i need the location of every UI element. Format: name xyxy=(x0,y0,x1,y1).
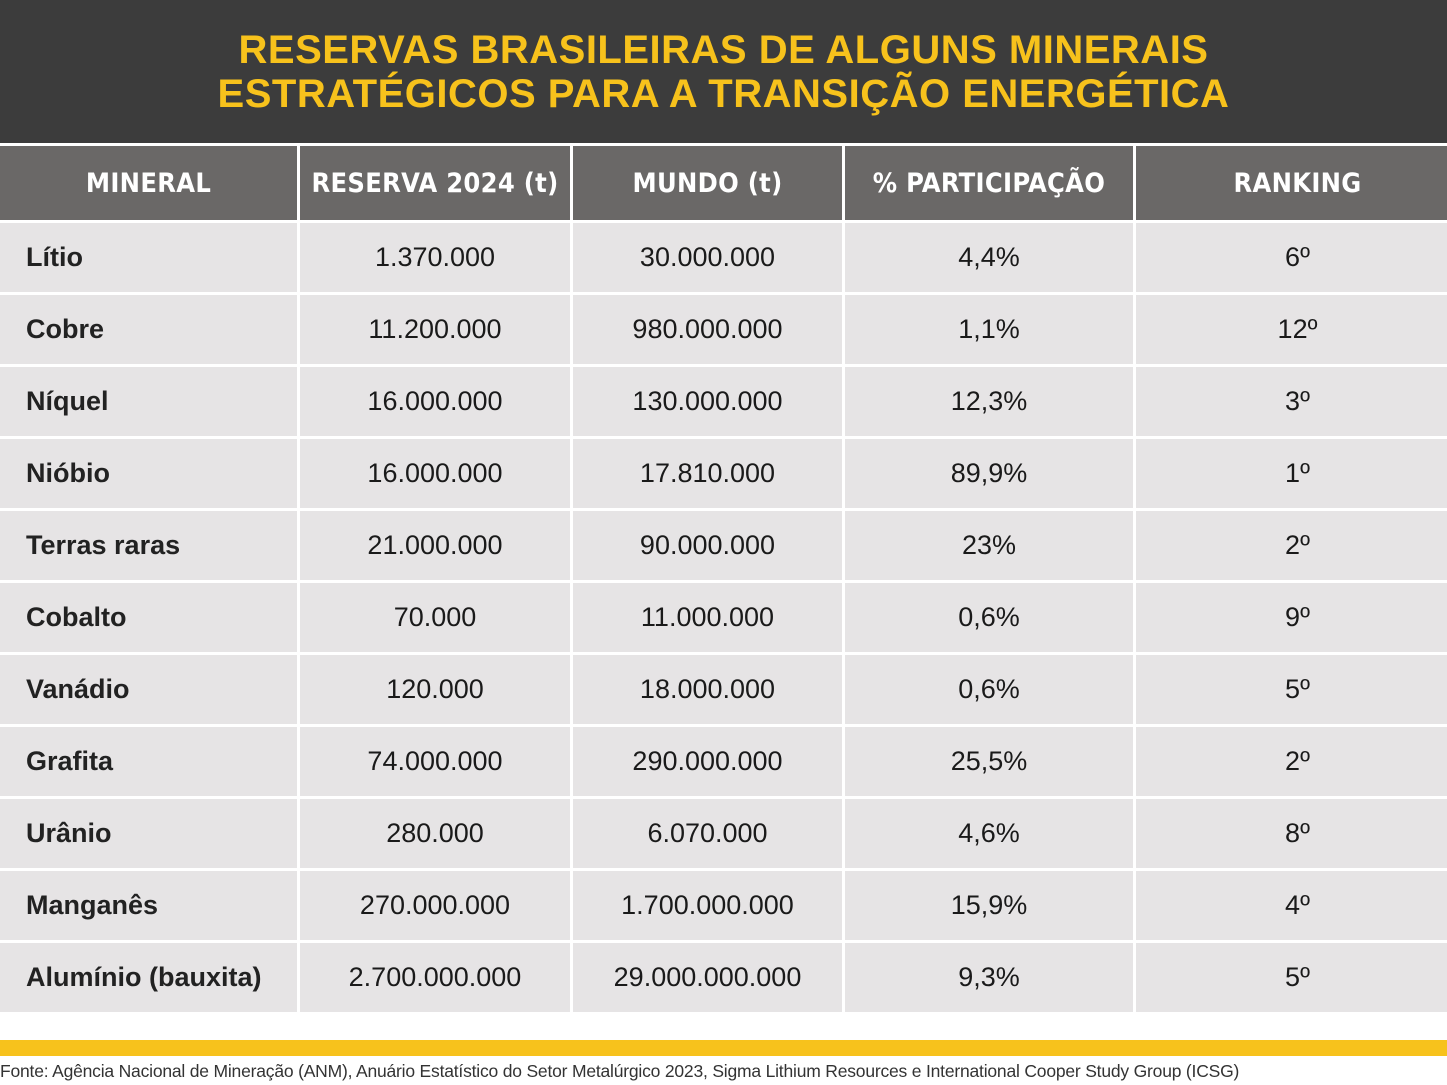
cell-reserva: 270.000.000 xyxy=(300,871,570,940)
cell-ranking: 6º xyxy=(1136,223,1447,292)
cell-mineral: Nióbio xyxy=(0,439,297,508)
table-row: Vanádio 120.000 18.000.000 0,6% 5º xyxy=(0,655,1447,724)
cell-ranking: 2º xyxy=(1136,511,1447,580)
title-line-1: RESERVAS BRASILEIRAS DE ALGUNS MINERAIS xyxy=(238,27,1209,72)
table-row: Cobalto 70.000 11.000.000 0,6% 9º xyxy=(0,583,1447,652)
cell-mineral: Lítio xyxy=(0,223,297,292)
cell-mineral: Urânio xyxy=(0,799,297,868)
cell-reserva: 16.000.000 xyxy=(300,439,570,508)
cell-ranking: 12º xyxy=(1136,295,1447,364)
cell-mundo: 18.000.000 xyxy=(573,655,842,724)
cell-mundo: 1.700.000.000 xyxy=(573,871,842,940)
cell-participacao: 23% xyxy=(845,511,1133,580)
column-header-ranking: RANKING xyxy=(1136,146,1447,220)
cell-mundo: 130.000.000 xyxy=(573,367,842,436)
table-row: Níquel 16.000.000 130.000.000 12,3% 3º xyxy=(0,367,1447,436)
cell-participacao: 25,5% xyxy=(845,727,1133,796)
cell-ranking: 4º xyxy=(1136,871,1447,940)
cell-reserva: 74.000.000 xyxy=(300,727,570,796)
cell-reserva: 11.200.000 xyxy=(300,295,570,364)
table-row: Manganês 270.000.000 1.700.000.000 15,9%… xyxy=(0,871,1447,940)
cell-reserva: 120.000 xyxy=(300,655,570,724)
cell-mineral: Cobre xyxy=(0,295,297,364)
cell-reserva: 2.700.000.000 xyxy=(300,943,570,1012)
table-header-row: MINERAL RESERVA 2024 (t) MUNDO (t) % PAR… xyxy=(0,146,1447,220)
column-header-participacao: % PARTICIPAÇÃO xyxy=(845,146,1133,220)
column-header-reserva: RESERVA 2024 (t) xyxy=(300,146,570,220)
cell-mundo: 30.000.000 xyxy=(573,223,842,292)
cell-mineral: Manganês xyxy=(0,871,297,940)
minerals-table: MINERAL RESERVA 2024 (t) MUNDO (t) % PAR… xyxy=(0,143,1447,1015)
cell-reserva: 1.370.000 xyxy=(300,223,570,292)
cell-ranking: 3º xyxy=(1136,367,1447,436)
cell-participacao: 4,6% xyxy=(845,799,1133,868)
cell-mundo: 29.000.000.000 xyxy=(573,943,842,1012)
source-note: Fonte: Agência Nacional de Mineração (AN… xyxy=(0,1061,1240,1081)
cell-mineral: Alumínio (bauxita) xyxy=(0,943,297,1012)
cell-reserva: 280.000 xyxy=(300,799,570,868)
cell-reserva: 21.000.000 xyxy=(300,511,570,580)
cell-mineral: Terras raras xyxy=(0,511,297,580)
cell-mineral: Vanádio xyxy=(0,655,297,724)
cell-mineral: Cobalto xyxy=(0,583,297,652)
table-row: Nióbio 16.000.000 17.810.000 89,9% 1º xyxy=(0,439,1447,508)
cell-reserva: 70.000 xyxy=(300,583,570,652)
cell-mundo: 11.000.000 xyxy=(573,583,842,652)
title-line-2: ESTRATÉGICOS PARA A TRANSIÇÃO ENERGÉTICA xyxy=(217,71,1230,116)
cell-ranking: 5º xyxy=(1136,943,1447,1012)
cell-ranking: 5º xyxy=(1136,655,1447,724)
column-header-mundo: MUNDO (t) xyxy=(573,146,842,220)
table-row: Cobre 11.200.000 980.000.000 1,1% 12º xyxy=(0,295,1447,364)
cell-mundo: 6.070.000 xyxy=(573,799,842,868)
cell-ranking: 9º xyxy=(1136,583,1447,652)
cell-mundo: 290.000.000 xyxy=(573,727,842,796)
accent-divider xyxy=(0,1040,1447,1056)
title-banner: RESERVAS BRASILEIRAS DE ALGUNS MINERAIS … xyxy=(0,0,1447,143)
cell-mundo: 90.000.000 xyxy=(573,511,842,580)
table-row: Alumínio (bauxita) 2.700.000.000 29.000.… xyxy=(0,943,1447,1012)
cell-mundo: 17.810.000 xyxy=(573,439,842,508)
cell-participacao: 1,1% xyxy=(845,295,1133,364)
cell-participacao: 89,9% xyxy=(845,439,1133,508)
table-row: Grafita 74.000.000 290.000.000 25,5% 2º xyxy=(0,727,1447,796)
cell-ranking: 8º xyxy=(1136,799,1447,868)
table-row: Lítio 1.370.000 30.000.000 4,4% 6º xyxy=(0,223,1447,292)
cell-ranking: 2º xyxy=(1136,727,1447,796)
cell-ranking: 1º xyxy=(1136,439,1447,508)
cell-participacao: 15,9% xyxy=(845,871,1133,940)
table-row: Urânio 280.000 6.070.000 4,6% 8º xyxy=(0,799,1447,868)
cell-mineral: Grafita xyxy=(0,727,297,796)
column-header-mineral: MINERAL xyxy=(0,146,297,220)
cell-participacao: 9,3% xyxy=(845,943,1133,1012)
cell-participacao: 0,6% xyxy=(845,655,1133,724)
cell-participacao: 0,6% xyxy=(845,583,1133,652)
cell-mineral: Níquel xyxy=(0,367,297,436)
cell-mundo: 980.000.000 xyxy=(573,295,842,364)
cell-reserva: 16.000.000 xyxy=(300,367,570,436)
cell-participacao: 4,4% xyxy=(845,223,1133,292)
table-row: Terras raras 21.000.000 90.000.000 23% 2… xyxy=(0,511,1447,580)
cell-participacao: 12,3% xyxy=(845,367,1133,436)
